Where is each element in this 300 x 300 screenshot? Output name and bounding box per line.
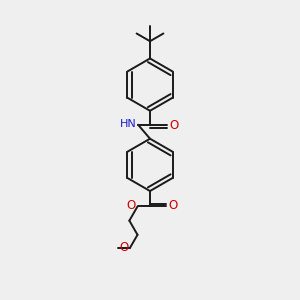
Text: O: O [119,242,128,254]
Text: HN: HN [120,119,137,129]
Text: O: O [127,200,136,212]
Text: O: O [169,199,178,212]
Text: O: O [169,119,179,132]
